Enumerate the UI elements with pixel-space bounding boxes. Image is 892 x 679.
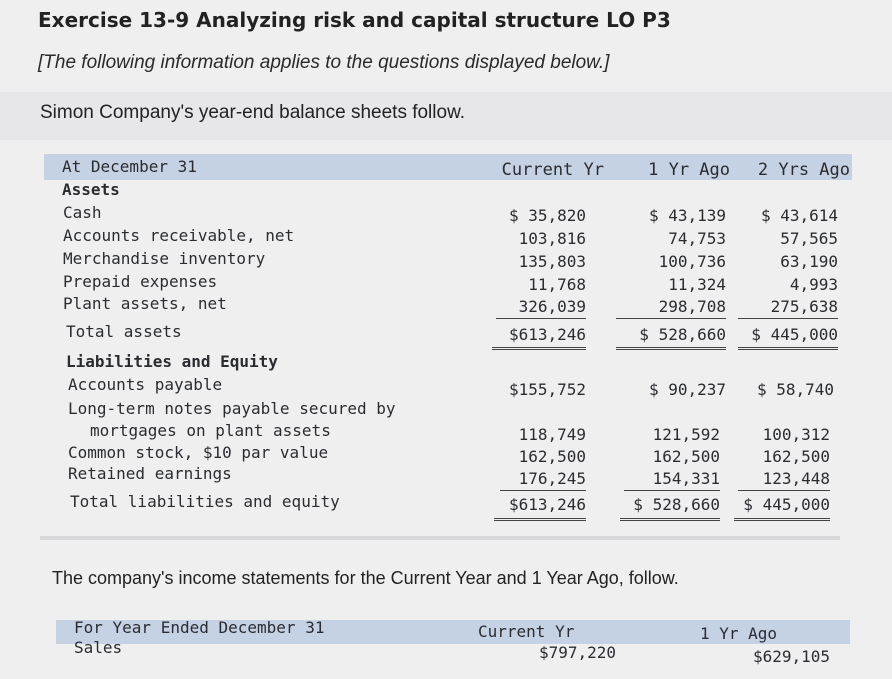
common-stock-current: 162,500 — [518, 447, 586, 466]
total-liabilities-2yr: $ 445,000 — [734, 495, 830, 521]
cash-2yr: $ 43,614 — [760, 206, 838, 225]
income-header-1-yr-ago: 1 Yr Ago — [700, 624, 778, 643]
sales-current: $797,220 — [538, 643, 616, 662]
inventory-current: 135,803 — [518, 252, 586, 271]
long-term-notes-1yr: 121,592 — [652, 425, 720, 444]
common-stock-label: Common stock, $10 par value — [68, 443, 329, 462]
retained-earnings-2yr: 123,448 — [738, 469, 830, 491]
total-liabilities-1yr: $ 528,660 — [620, 495, 720, 521]
cash-current: $ 35,820 — [508, 206, 586, 225]
retained-earnings-label: Retained earnings — [68, 464, 232, 483]
balance-sheet-header-bar — [44, 154, 852, 180]
long-term-notes-2yr: 100,312 — [762, 425, 830, 444]
ar-2yr: 57,565 — [780, 229, 838, 248]
header-label: At December 31 — [62, 157, 197, 176]
accounts-payable-1yr: $ 90,237 — [648, 380, 726, 399]
sales-1yr: $629,105 — [752, 647, 830, 666]
intro-band — [0, 92, 892, 140]
plant-current: 326,039 — [496, 297, 586, 319]
long-term-notes-current: 118,749 — [518, 425, 586, 444]
prepaid-1yr: 11,324 — [668, 275, 726, 294]
accounts-payable-2yr: $ 58,740 — [756, 380, 834, 399]
common-stock-2yr: 162,500 — [762, 447, 830, 466]
section-divider — [40, 536, 840, 540]
asset-label-ar: Accounts receivable, net — [63, 226, 295, 245]
balance-sheet-intro: Simon Company's year-end balance sheets … — [40, 102, 466, 123]
income-statement-header-bar — [56, 620, 850, 644]
assets-heading: Assets — [62, 180, 120, 199]
long-term-notes-label-1: Long-term notes payable secured by — [68, 399, 396, 418]
sales-label: Sales — [74, 638, 123, 657]
plant-1yr: 298,708 — [616, 297, 726, 319]
accounts-payable-label: Accounts payable — [68, 375, 223, 394]
prepaid-current: 11,768 — [528, 275, 586, 294]
prepaid-2yr: 4,993 — [789, 275, 838, 294]
inventory-2yr: 63,190 — [780, 252, 838, 271]
total-assets-label: Total assets — [66, 322, 182, 341]
retained-earnings-1yr: 154,331 — [624, 469, 720, 491]
total-assets-2yr: $ 445,000 — [738, 325, 838, 350]
asset-label-inventory: Merchandise inventory — [63, 249, 266, 268]
accounts-payable-current: $155,752 — [508, 380, 586, 399]
total-liabilities-current: $613,246 — [494, 495, 586, 521]
asset-label-prepaid: Prepaid expenses — [63, 272, 218, 291]
liabilities-heading: Liabilities and Equity — [66, 352, 278, 371]
total-assets-current: $613,246 — [492, 325, 586, 350]
header-1-yr-ago: 1 Yr Ago — [648, 160, 730, 180]
ar-1yr: 74,753 — [668, 229, 726, 248]
asset-label-plant: Plant assets, net — [63, 294, 227, 313]
common-stock-1yr: 162,500 — [652, 447, 720, 466]
inventory-1yr: 100,736 — [658, 252, 726, 271]
retained-earnings-current: 176,245 — [500, 469, 586, 491]
income-statement-intro: The company's income statements for the … — [52, 568, 679, 588]
header-2-yrs-ago: 2 Yrs Ago — [757, 160, 850, 180]
header-current-year: Current Yr — [501, 160, 604, 180]
total-liabilities-label: Total liabilities and equity — [70, 492, 340, 511]
cash-1yr: $ 43,139 — [648, 206, 726, 225]
plant-2yr: 275,638 — [738, 297, 838, 319]
income-header-current-year: Current Yr — [478, 622, 575, 641]
exercise-title: Exercise 13-9 Analyzing risk and capital… — [38, 8, 671, 32]
ar-current: 103,816 — [518, 229, 586, 248]
total-assets-1yr: $ 528,660 — [616, 325, 726, 350]
asset-label-cash: Cash — [63, 203, 102, 222]
instruction-note: [The following information applies to th… — [38, 52, 610, 73]
long-term-notes-label-2: mortgages on plant assets — [90, 421, 331, 440]
income-header-label: For Year Ended December 31 — [74, 618, 325, 637]
